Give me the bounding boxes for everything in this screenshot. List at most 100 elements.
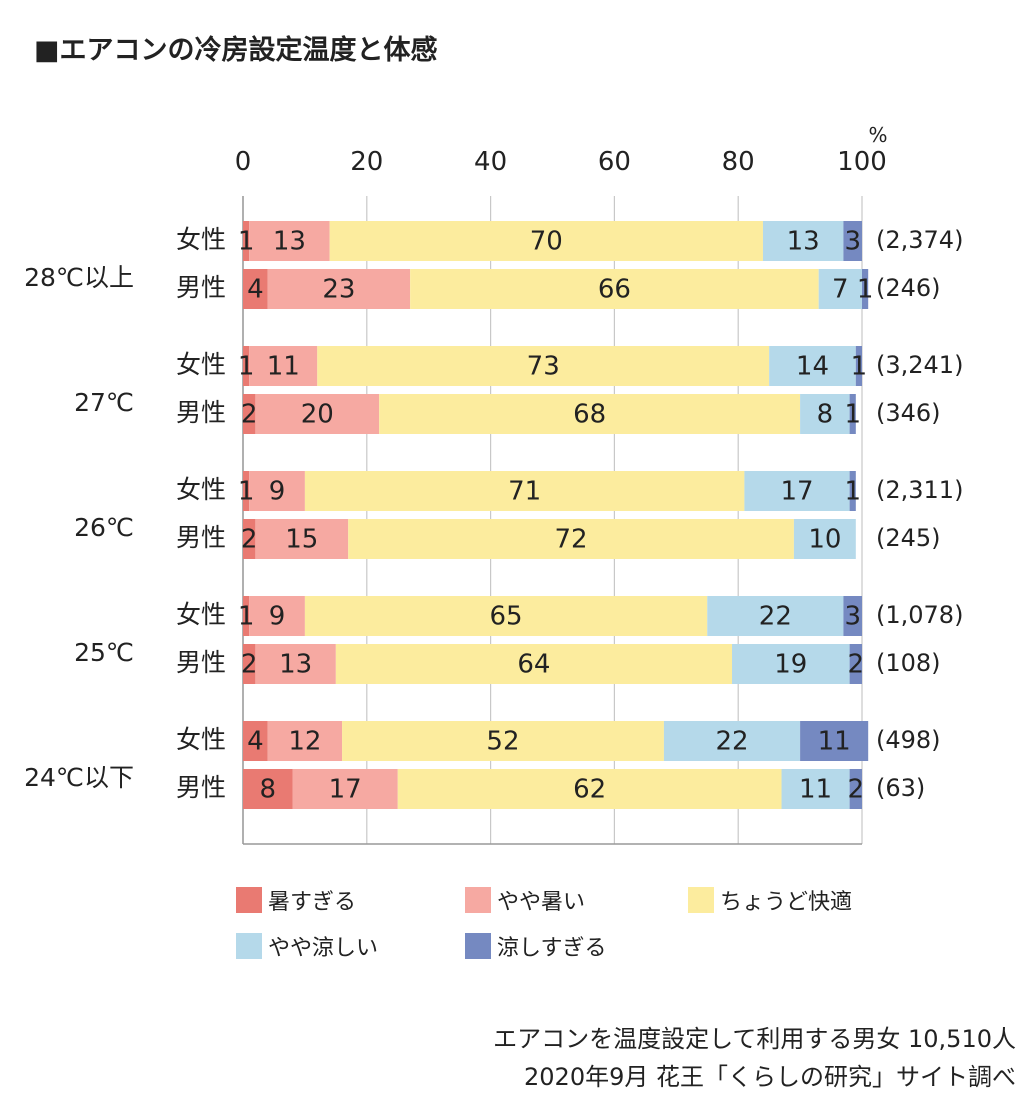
data-label: 9 (269, 477, 286, 507)
bar-segment (267, 721, 343, 761)
data-label: 13 (279, 650, 312, 680)
row-label: 女性 (176, 725, 226, 754)
source-note: エアコンを温度設定して利用する男女 10,510人 2020年9月 花王「くらし… (493, 1020, 1016, 1096)
bar-segment (243, 721, 268, 761)
data-label: 23 (322, 275, 355, 305)
x-tick-label: 60 (598, 147, 631, 177)
legend-item-slightly-cool: やや涼しい (236, 930, 378, 962)
bar-segment (255, 394, 380, 434)
sample-size-label: (246) (876, 274, 941, 302)
bar-segment (304, 471, 745, 511)
chart-title: ■エアコンの冷房設定温度と体感 (34, 35, 438, 66)
sample-size-label: (2,311) (876, 476, 963, 504)
bar-segment (769, 346, 856, 386)
data-label: 1 (844, 477, 861, 507)
bar-segment (243, 644, 256, 684)
source-line-1: エアコンを温度設定して利用する男女 10,510人 (493, 1025, 1016, 1053)
bar-segment (849, 471, 856, 511)
data-label: 20 (301, 400, 334, 430)
legend-item-too-hot: 暑すぎる (236, 884, 356, 916)
data-label: 22 (759, 602, 792, 632)
data-label: 65 (490, 602, 523, 632)
row-label: 男性 (176, 523, 226, 552)
bar-segment (862, 269, 869, 309)
group-label: 26℃ (74, 513, 134, 542)
group-label: 27℃ (74, 388, 134, 417)
row-label: 男性 (176, 273, 226, 302)
data-label: 13 (273, 227, 306, 257)
bar-segment (304, 596, 708, 636)
bar-segment (793, 519, 856, 559)
legend-item-slightly-hot: やや暑い (465, 884, 585, 916)
row-label: 女性 (176, 600, 226, 629)
bar-segment (849, 769, 862, 809)
x-tick-label: 0 (235, 147, 252, 177)
legend-label: やや暑い (497, 890, 586, 915)
data-label: 71 (508, 477, 541, 507)
bar-segment (379, 394, 801, 434)
data-label: 2 (848, 775, 865, 805)
legend-swatch (465, 933, 491, 959)
bar-segment (335, 644, 733, 684)
group-label: 28℃以上 (24, 263, 134, 292)
bar-segment (243, 221, 250, 261)
data-label: 62 (573, 775, 606, 805)
data-label: 22 (715, 727, 748, 757)
data-label: 14 (796, 352, 829, 382)
sample-size-label: (3,241) (876, 351, 963, 379)
bar-segment (843, 596, 862, 636)
bar-segment (800, 721, 869, 761)
data-label: 19 (774, 650, 807, 680)
row-label: 女性 (176, 225, 226, 254)
data-label: 1 (238, 602, 255, 632)
data-label: 1 (857, 275, 874, 305)
data-label: 3 (844, 602, 861, 632)
bar-segment (855, 346, 862, 386)
bar-segment (243, 394, 256, 434)
legend-label: 涼しすぎる (497, 936, 607, 961)
data-label: 8 (259, 775, 276, 805)
row-label: 男性 (176, 648, 226, 677)
data-label: 15 (285, 525, 318, 555)
data-label: 17 (329, 775, 362, 805)
data-label: 12 (288, 727, 321, 757)
legend-label: やや涼しい (268, 936, 379, 961)
x-tick-label: 80 (722, 147, 755, 177)
bar-segment (707, 596, 844, 636)
data-label: 68 (573, 400, 606, 430)
bar-segment (800, 394, 850, 434)
bar-segment (744, 471, 850, 511)
bar-segment (243, 269, 268, 309)
data-label: 17 (780, 477, 813, 507)
data-label: 1 (238, 227, 255, 257)
bar-segment (317, 346, 770, 386)
data-label: 1 (238, 352, 255, 382)
data-label: 1 (851, 352, 868, 382)
x-tick-label: 20 (350, 147, 383, 177)
bar-segment (329, 221, 763, 261)
bar-segment (255, 519, 349, 559)
data-label: 66 (598, 275, 631, 305)
bar-segment (249, 346, 318, 386)
data-label: 11 (818, 727, 851, 757)
bar-segment (348, 519, 794, 559)
sample-size-label: (245) (876, 524, 941, 552)
data-label: 10 (808, 525, 841, 555)
bar-segment (818, 269, 862, 309)
bar-segment (410, 269, 819, 309)
x-tick-label: 100 (837, 147, 887, 177)
sample-size-label: (346) (876, 399, 941, 427)
data-label: 11 (267, 352, 300, 382)
data-label: 3 (844, 227, 861, 257)
group-label: 25℃ (74, 638, 134, 667)
bar-segment (397, 769, 782, 809)
bar-segment (249, 221, 330, 261)
bar-segment (243, 346, 250, 386)
bar-segment (267, 269, 411, 309)
legend-label: ちょうど快適 (720, 890, 853, 915)
row-label: 女性 (176, 475, 226, 504)
data-label: 2 (848, 650, 865, 680)
bar-segment (663, 721, 801, 761)
bar-segment (243, 519, 256, 559)
